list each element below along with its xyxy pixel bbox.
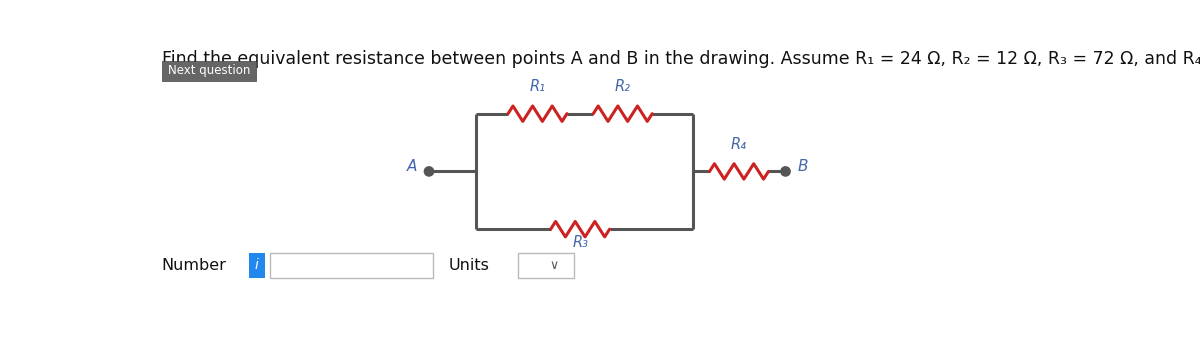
FancyBboxPatch shape <box>162 61 256 81</box>
Text: i: i <box>256 258 259 272</box>
Text: R₄: R₄ <box>731 137 746 152</box>
Text: R₃: R₃ <box>572 235 588 250</box>
Bar <box>518 253 574 278</box>
Text: A: A <box>407 159 418 174</box>
Circle shape <box>425 167 433 176</box>
Circle shape <box>781 167 790 176</box>
Text: ∨: ∨ <box>550 259 559 272</box>
Bar <box>270 253 433 278</box>
Text: B: B <box>797 159 808 174</box>
Text: R₂: R₂ <box>614 79 631 95</box>
Text: R₁: R₁ <box>529 79 546 95</box>
Text: Find the equivalent resistance between points A and B in the drawing. Assume R₁ : Find the equivalent resistance between p… <box>162 50 1200 68</box>
Text: Units: Units <box>449 258 490 273</box>
Text: Number: Number <box>162 258 227 273</box>
FancyBboxPatch shape <box>250 253 265 278</box>
Text: Next question: Next question <box>168 65 250 77</box>
